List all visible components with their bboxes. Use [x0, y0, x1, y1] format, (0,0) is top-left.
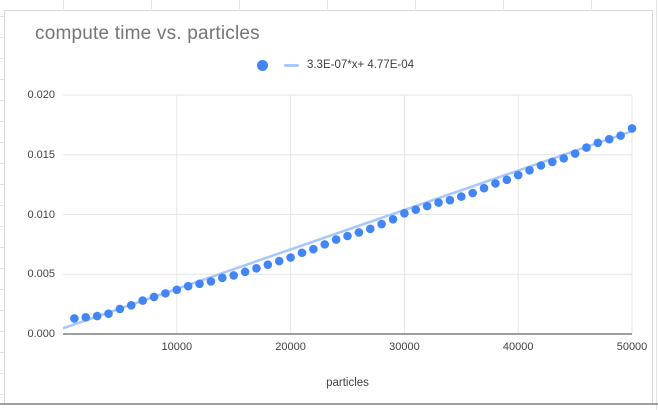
scatter-point: [331, 235, 341, 244]
y-tick-label: 0.010: [27, 208, 55, 221]
chart-legend: 3.3E-07*x+ 4.77E-04: [5, 59, 652, 71]
y-tick-label: 0.005: [27, 268, 55, 281]
sheet-gridline: [63, 0, 64, 9]
scatter-point: [92, 311, 102, 321]
scatter-point: [263, 260, 273, 269]
x-tick-label: 30000: [389, 341, 420, 353]
sheet-gridline: [0, 37, 4, 38]
scatter-point: [309, 244, 318, 254]
sheet-gridline: [239, 0, 240, 9]
y-tick-label: 0.015: [27, 148, 55, 161]
x-axis-title: particles: [326, 377, 369, 389]
y-tick-label: 0.020: [27, 89, 55, 101]
sheet-gridline: [0, 247, 4, 248]
x-tick-label: 20000: [275, 341, 306, 353]
scatter-point: [70, 314, 79, 323]
x-tick-label: 50000: [616, 341, 648, 353]
scatter-point: [206, 277, 216, 286]
scatter-point: [240, 267, 250, 277]
scatter-point: [138, 296, 147, 305]
sheet-gridline: [656, 0, 657, 410]
sheet-gridline: [0, 100, 4, 101]
scatter-point: [172, 285, 182, 295]
scatter-point: [627, 124, 637, 133]
y-tick-label: 0.000: [27, 328, 55, 340]
scatter-point: [479, 183, 489, 193]
scatter-point: [149, 292, 159, 302]
chart-title: compute time vs. particles: [35, 23, 260, 44]
x-tick-label: 40000: [502, 341, 534, 353]
scatter-point: [274, 256, 284, 266]
scatter-point: [570, 149, 580, 158]
sheet-gridline: [327, 0, 328, 9]
scatter-point: [252, 263, 261, 273]
sheet-gridline: [0, 121, 4, 122]
sheet-gridline: [0, 310, 4, 311]
chart-card[interactable]: compute time vs. particles 3.3E-07*x+ 4.…: [4, 10, 653, 403]
sheet-gridline: [0, 163, 4, 164]
scatter-point: [104, 309, 113, 318]
scatter-point: [161, 289, 170, 298]
scatter-point: [229, 271, 238, 280]
scatter-point: [616, 131, 625, 140]
scatter-point: [286, 253, 295, 262]
trendline: [62, 129, 633, 330]
sheet-gridline: [503, 0, 504, 9]
scatter-point: [343, 231, 352, 241]
legend-trendline-label: 3.3E-07*x+ 4.77E-04: [306, 59, 415, 71]
sheet-gridline: [0, 226, 4, 227]
sheet-gridline: [0, 268, 4, 269]
scatter-point: [536, 161, 546, 170]
scatter-point: [434, 198, 443, 207]
sheet-gridline: [0, 16, 4, 17]
scatter-point: [457, 192, 466, 201]
scatter-point: [411, 205, 421, 215]
legend-series-dot-icon: [256, 59, 268, 71]
scatter-point: [218, 273, 227, 283]
scatter-point: [491, 179, 500, 188]
sheet-bottom-gridline: [0, 403, 658, 405]
sheet-gridline: [0, 289, 4, 290]
sheet-gridline: [0, 373, 4, 374]
scatter-point: [365, 224, 375, 234]
scatter-point: [115, 304, 125, 314]
scatter-point: [297, 248, 307, 258]
sheet-gridline: [0, 142, 4, 143]
sheet-gridline: [415, 0, 416, 9]
scatter-point: [582, 143, 591, 152]
scatter-point: [388, 214, 398, 224]
x-tick-label: 10000: [161, 341, 193, 353]
scatter-point: [320, 240, 330, 249]
scatter-point: [445, 195, 455, 205]
scatter-point: [525, 165, 534, 175]
sheet-gridline: [0, 205, 4, 206]
scatter-point: [468, 188, 477, 198]
scatter-point: [354, 228, 364, 237]
scatter-point: [604, 134, 614, 144]
scatter-point: [559, 154, 569, 163]
sheet-gridline: [0, 184, 4, 185]
scatter-point: [377, 219, 386, 229]
scatter-point: [422, 201, 432, 211]
scatter-point: [183, 281, 193, 291]
scatter-point: [126, 301, 136, 310]
sheet-gridline: [0, 352, 4, 353]
scatter-point: [400, 209, 409, 218]
scatter-chart-canvas: [62, 94, 637, 335]
sheet-gridline: [0, 394, 4, 395]
scatter-point: [548, 157, 557, 167]
sheet-gridline: [0, 79, 4, 80]
sheet-gridline: [0, 58, 4, 59]
scatter-point: [502, 175, 512, 185]
scatter-point: [195, 279, 204, 289]
sheet-gridline: [151, 0, 152, 9]
sheet-gridline: [0, 331, 4, 332]
legend-trendline-dash-icon: [283, 63, 299, 67]
scatter-point: [81, 312, 91, 322]
sheet-gridline: [591, 0, 592, 9]
scatter-point: [593, 138, 603, 148]
scatter-point: [513, 170, 523, 180]
